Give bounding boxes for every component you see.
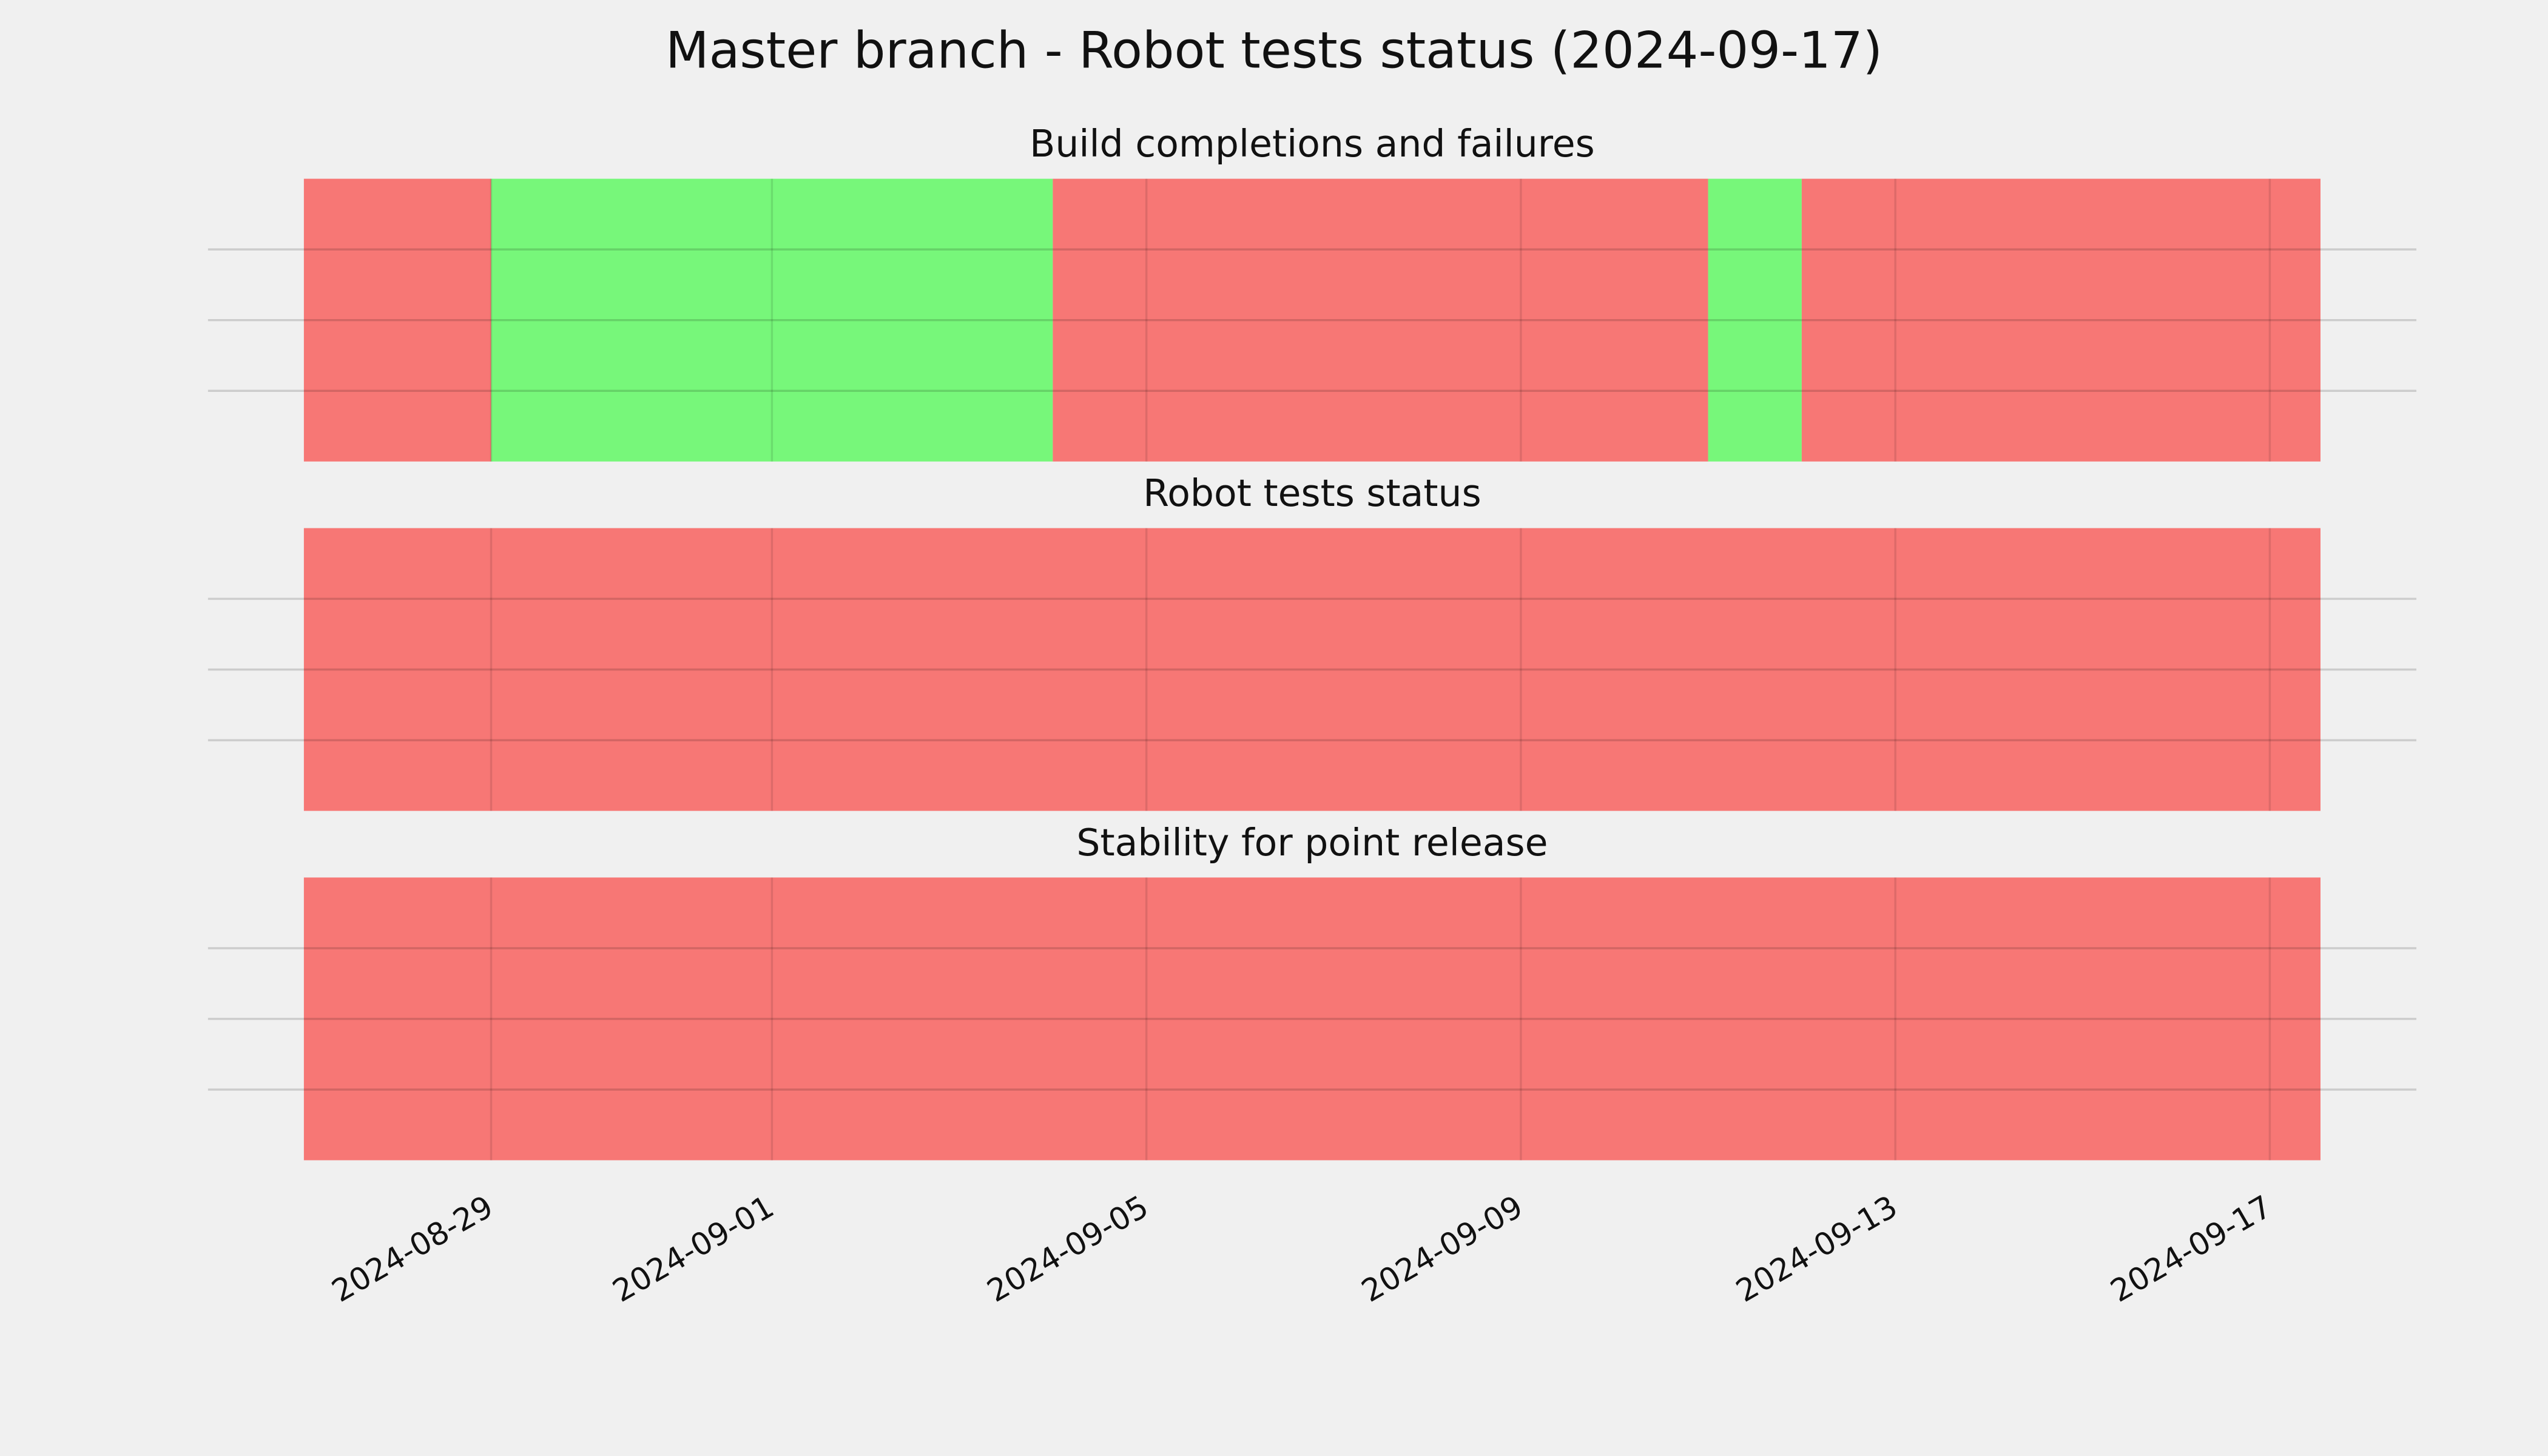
status-segment xyxy=(1708,178,1802,462)
panel-title: Robot tests status xyxy=(1143,471,1481,515)
status-segment xyxy=(1053,178,1708,462)
panel-title: Build completions and failures xyxy=(1030,122,1595,166)
status-segment xyxy=(491,178,1053,462)
status-segment xyxy=(1801,178,2320,462)
chart-title: Master branch - Robot tests status (2024… xyxy=(666,21,1882,79)
status-segment xyxy=(303,528,2321,811)
panel-title: Stability for point release xyxy=(1076,821,1548,864)
status-segment xyxy=(303,178,491,462)
status-segment xyxy=(303,877,2321,1161)
